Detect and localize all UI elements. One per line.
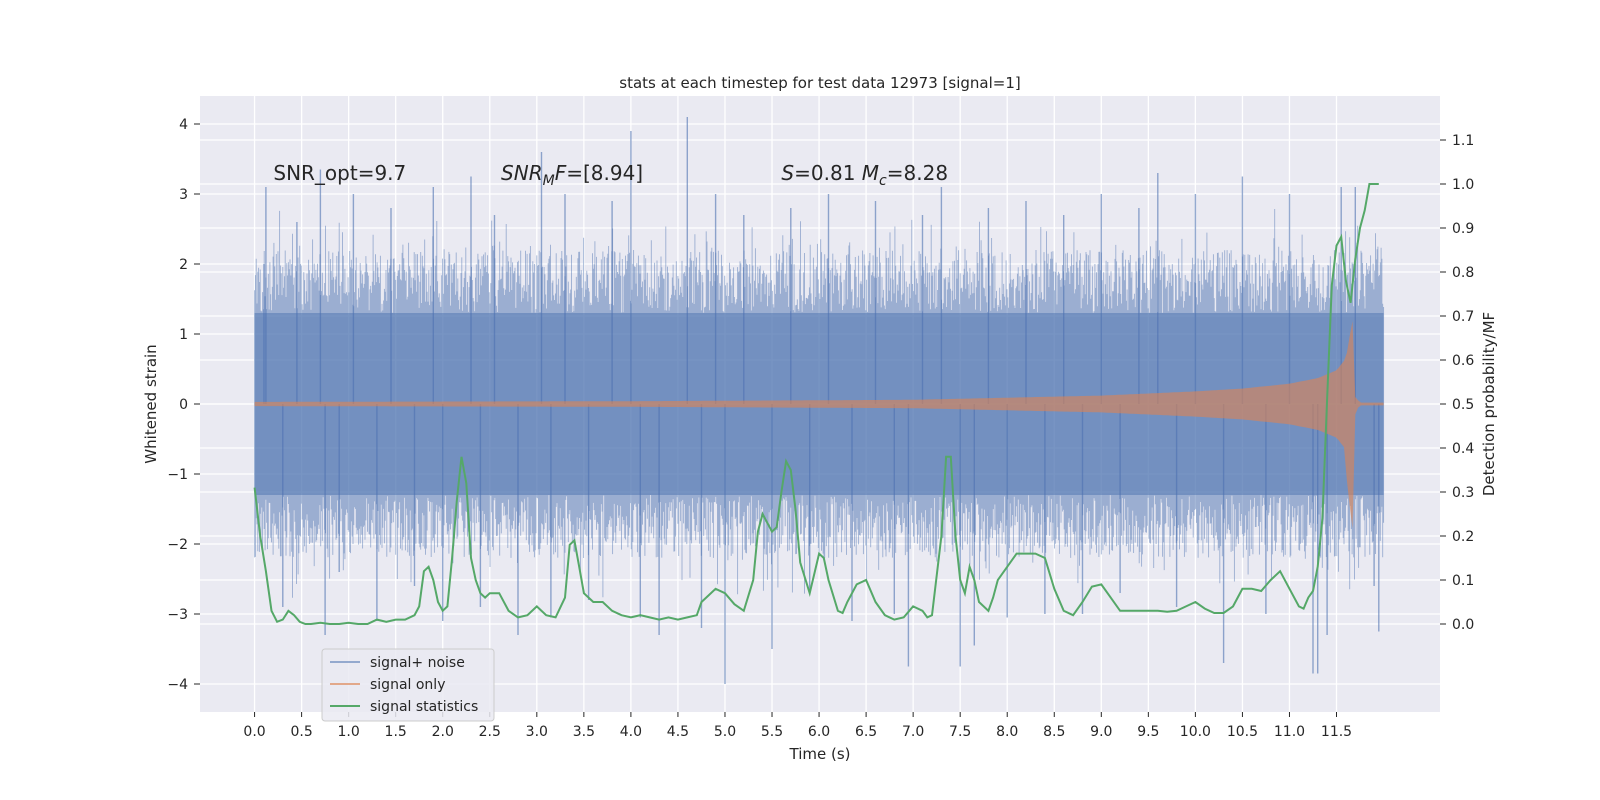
y-tick-label: 2 xyxy=(179,257,188,273)
annotation-part: F xyxy=(555,161,567,185)
y-right-tick-label: 0.1 xyxy=(1452,573,1474,589)
x-tick-label: 9.5 xyxy=(1137,724,1159,740)
x-tick-label: 5.0 xyxy=(714,724,736,740)
y-tick-label: −3 xyxy=(167,607,188,623)
y-right-tick-label: 0.5 xyxy=(1452,397,1474,413)
chart-title: stats at each timestep for test data 129… xyxy=(619,74,1020,92)
stats-line xyxy=(253,183,1379,625)
y-right-tick-label: 1.1 xyxy=(1452,133,1474,149)
y-tick-label: 3 xyxy=(179,187,188,203)
x-tick-label: 8.0 xyxy=(996,724,1018,740)
y-right-tick-label: 0.0 xyxy=(1452,617,1474,633)
y-tick-label: −2 xyxy=(167,537,188,553)
annotation-part: S xyxy=(781,161,794,185)
x-tick-label: 9.0 xyxy=(1090,724,1112,740)
x-tick-label: 4.0 xyxy=(620,724,642,740)
legend: signal+ noise signal only signal statist… xyxy=(321,648,495,722)
x-tick-label: 3.5 xyxy=(573,724,595,740)
legend-label-signal-only: signal only xyxy=(370,677,445,693)
x-tick-label: 10.5 xyxy=(1227,724,1258,740)
legend-label-signal-statistics: signal statistics xyxy=(370,699,478,715)
x-tick-label: 7.0 xyxy=(902,724,924,740)
x-tick-label: 8.5 xyxy=(1043,724,1065,740)
y-right-tick-label: 1.0 xyxy=(1452,177,1474,193)
x-tick-label: 6.0 xyxy=(808,724,830,740)
annotation-part: =[8.94] xyxy=(566,161,643,185)
y-right-axis-ticks: 0.0 0.1 0.2 0.3 0.4 0.5 0.6 0.7 0.8 0.9 1.0 1.1 xyxy=(1440,133,1474,633)
annotation-part: M xyxy=(862,161,879,185)
annotation-part: F=[8.94] xyxy=(555,161,643,185)
y-right-axis-label: Detection probability/MF xyxy=(1480,312,1498,496)
legend-box xyxy=(321,648,495,722)
x-tick-label: 0.5 xyxy=(290,724,312,740)
y-tick-label: −4 xyxy=(167,677,188,693)
noise-spikes xyxy=(263,117,1380,684)
y-right-tick-label: 0.9 xyxy=(1452,221,1474,237)
x-tick-label: 10.0 xyxy=(1180,724,1211,740)
y-axis-label: Whitened strain xyxy=(142,344,160,463)
annotation-part: SNR xyxy=(501,161,543,185)
annotations: SNR_opt=9.7 SNRMF=[8.94] S=0.81 Mc=8.28 xyxy=(273,161,948,189)
x-tick-label: 0.0 xyxy=(243,724,265,740)
x-tick-label: 11.0 xyxy=(1274,724,1305,740)
y-tick-label: 1 xyxy=(179,327,188,343)
x-axis-ticks: 0.0 0.5 1.0 1.5 2.0 2.5 3.0 3.5 4.0 4.5 5.0 5.5 6.0 6… xyxy=(243,712,1352,740)
x-tick-label: 5.5 xyxy=(761,724,783,740)
legend-label-signal-noise: signal+ noise xyxy=(370,655,465,671)
x-tick-label: 1.0 xyxy=(338,724,360,740)
x-tick-label: 4.5 xyxy=(667,724,689,740)
y-right-tick-label: 0.7 xyxy=(1452,309,1474,325)
y-right-tick-label: 0.2 xyxy=(1452,529,1474,545)
x-tick-label: 2.5 xyxy=(479,724,501,740)
annotation-snr-opt: SNR_opt=9.7 xyxy=(273,161,406,185)
annotation-part: M xyxy=(543,173,555,189)
y-right-tick-label: 0.3 xyxy=(1452,485,1474,501)
y-tick-label: 0 xyxy=(179,397,188,413)
annotation-part: c xyxy=(879,173,887,189)
annotation-s-mc: S=0.81 Mc=8.28 xyxy=(781,161,948,189)
series-signal-statistics xyxy=(253,183,1379,625)
x-axis-label: Time (s) xyxy=(789,745,851,763)
y-tick-label: −1 xyxy=(167,467,188,483)
x-tick-label: 1.5 xyxy=(385,724,407,740)
y-axis-ticks: −4 −3 −2 −1 0 1 2 3 4 xyxy=(167,117,200,693)
y-right-tick-label: 0.6 xyxy=(1452,353,1474,369)
y-right-tick-label: 0.8 xyxy=(1452,265,1474,281)
y-tick-label: 4 xyxy=(179,117,188,133)
annotation-snr-mf: SNRMF=[8.94] xyxy=(501,161,643,189)
x-tick-label: 2.0 xyxy=(432,724,454,740)
x-tick-label: 3.0 xyxy=(526,724,548,740)
y-right-tick-label: 0.4 xyxy=(1452,441,1474,457)
x-tick-label: 11.5 xyxy=(1321,724,1352,740)
x-tick-label: 6.5 xyxy=(855,724,877,740)
annotation-part: =0.81 xyxy=(794,161,862,185)
annotation-part: =8.28 xyxy=(887,161,948,185)
x-tick-label: 7.5 xyxy=(949,724,971,740)
